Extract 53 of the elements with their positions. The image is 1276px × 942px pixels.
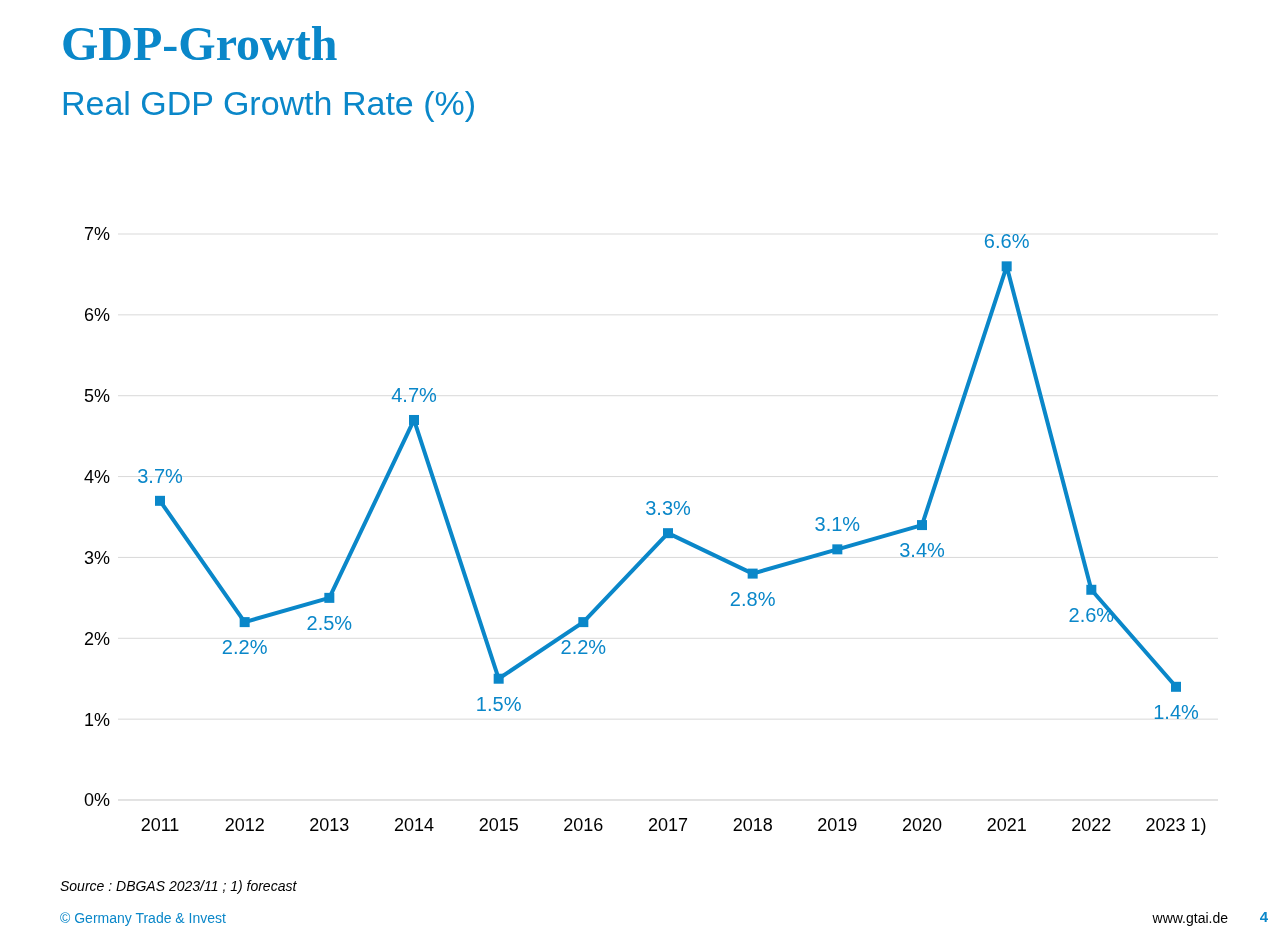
x-tick-label: 2014 [393, 814, 435, 835]
point [239, 617, 250, 628]
data-label: 2.8% [729, 587, 776, 610]
data-label: 2.2% [560, 636, 607, 659]
x-tick-label: 2023 1) [1145, 814, 1207, 835]
y-tick-label: 5% [83, 386, 110, 407]
text: 4 [1259, 908, 1268, 925]
point [1001, 261, 1012, 272]
source-note: Source : DBGAS 2023/11 ; 1) forecast [60, 878, 297, 894]
point [409, 414, 419, 425]
x-tick-label: 2012 [224, 814, 265, 835]
data-label: 1.4% [1153, 700, 1200, 723]
point [493, 673, 504, 684]
point [578, 617, 589, 628]
point [155, 495, 165, 506]
text: © Germany Trade & Invest [60, 910, 226, 926]
data-label: 6.6% [983, 230, 1030, 253]
data-label: 3.3% [645, 497, 692, 520]
data-label: 1.5% [475, 692, 522, 715]
x-tick-label: 2021 [986, 814, 1027, 835]
point [917, 520, 927, 531]
data-label: 4.7% [391, 383, 438, 406]
point [1086, 584, 1097, 595]
y-tick-label: 2% [83, 628, 110, 649]
chart-title: GDP-Growth [61, 16, 338, 71]
y-tick-label: 6% [83, 305, 110, 326]
data-label: 2.5% [306, 611, 353, 634]
y-tick-label: 7% [83, 224, 110, 245]
chart-subtitle: Real GDP Growth Rate (%) [61, 84, 477, 123]
data-label: 2.2% [221, 636, 268, 659]
point [663, 528, 673, 539]
text: www.gtai.de [1152, 910, 1228, 926]
x-tick-label: 2013 [309, 814, 350, 835]
data-label: 3.1% [814, 513, 861, 536]
x-tick-label: 2011 [140, 814, 180, 835]
x-tick-label: 2018 [732, 814, 773, 835]
data-label: 3.7% [137, 464, 184, 487]
data-label: 3.4% [899, 539, 946, 562]
y-tick-label: 3% [83, 547, 110, 568]
y-tick-label: 0% [83, 790, 110, 811]
x-tick-label: 2019 [817, 814, 858, 835]
y-tick-label: 4% [83, 466, 110, 487]
x-tick-label: 2022 [1071, 814, 1112, 835]
x-tick-label: 2020 [901, 814, 943, 835]
y-tick-label: 1% [83, 709, 110, 730]
data-label: 2.6% [1068, 603, 1115, 626]
point [324, 592, 335, 603]
point [832, 544, 843, 555]
x-tick-label: 2017 [647, 814, 689, 835]
x-tick-label: 2015 [478, 814, 519, 835]
point [1171, 681, 1181, 692]
x-tick-label: 2016 [563, 814, 604, 835]
point [747, 568, 758, 579]
